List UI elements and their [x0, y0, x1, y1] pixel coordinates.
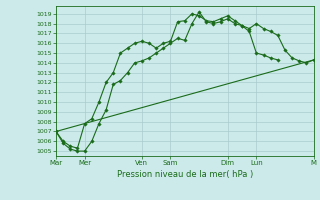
X-axis label: Pression niveau de la mer( hPa ): Pression niveau de la mer( hPa ) — [117, 170, 253, 179]
